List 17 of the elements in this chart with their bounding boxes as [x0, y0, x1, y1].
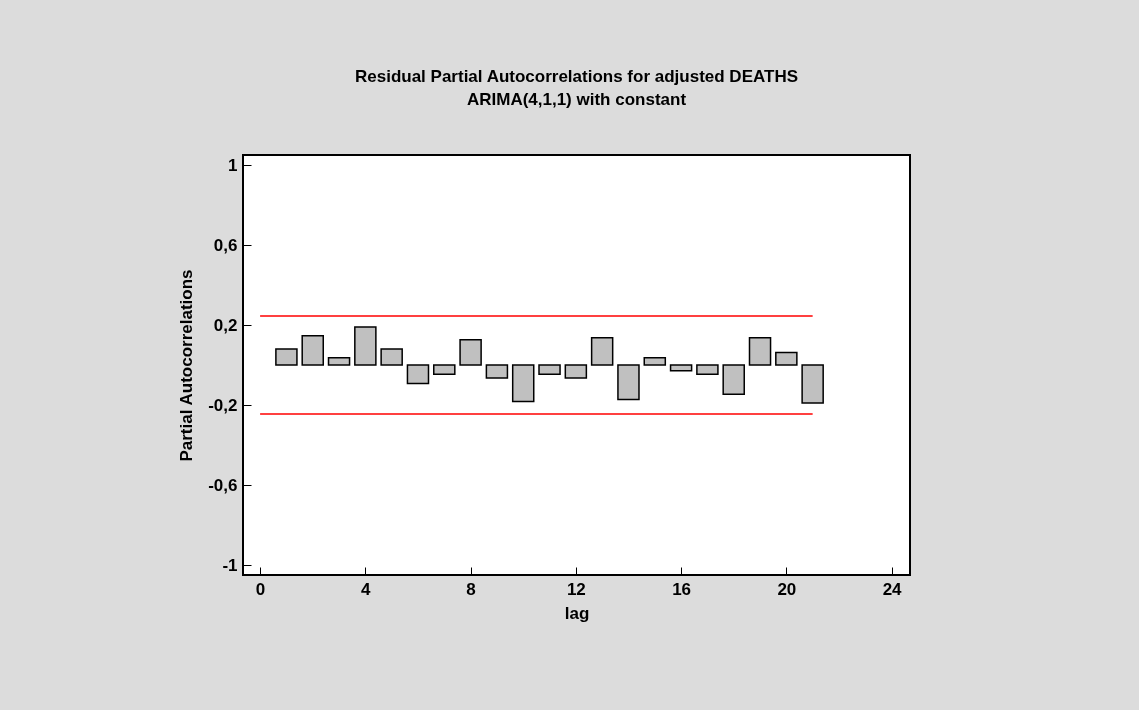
y-tick-label: 0,6: [213, 235, 238, 255]
y-axis-title: Partial Autocorrelations: [177, 269, 197, 462]
y-tick-label: -1: [222, 555, 238, 575]
x-axis-title: lag: [564, 603, 590, 623]
y-tick-label: -0,2: [208, 395, 238, 415]
x-tick-label: 16: [672, 579, 692, 599]
x-tick-label: 12: [566, 579, 586, 599]
x-tick-label: 4: [361, 579, 372, 599]
x-tick-label: 0: [255, 579, 266, 599]
chart-subtitle: ARIMA(4,1,1) with constant: [466, 90, 687, 109]
y-tick-label: 1: [228, 155, 238, 175]
x-tick-label: 8: [466, 579, 476, 599]
x-tick-label: 20: [777, 579, 797, 599]
y-tick-label: -0,6: [208, 475, 238, 495]
chart-title: Residual Partial Autocorrelations for adjusted DEATHS: [354, 67, 799, 86]
x-tick-label: 24: [882, 579, 903, 599]
y-tick-label: 0,2: [213, 315, 238, 335]
